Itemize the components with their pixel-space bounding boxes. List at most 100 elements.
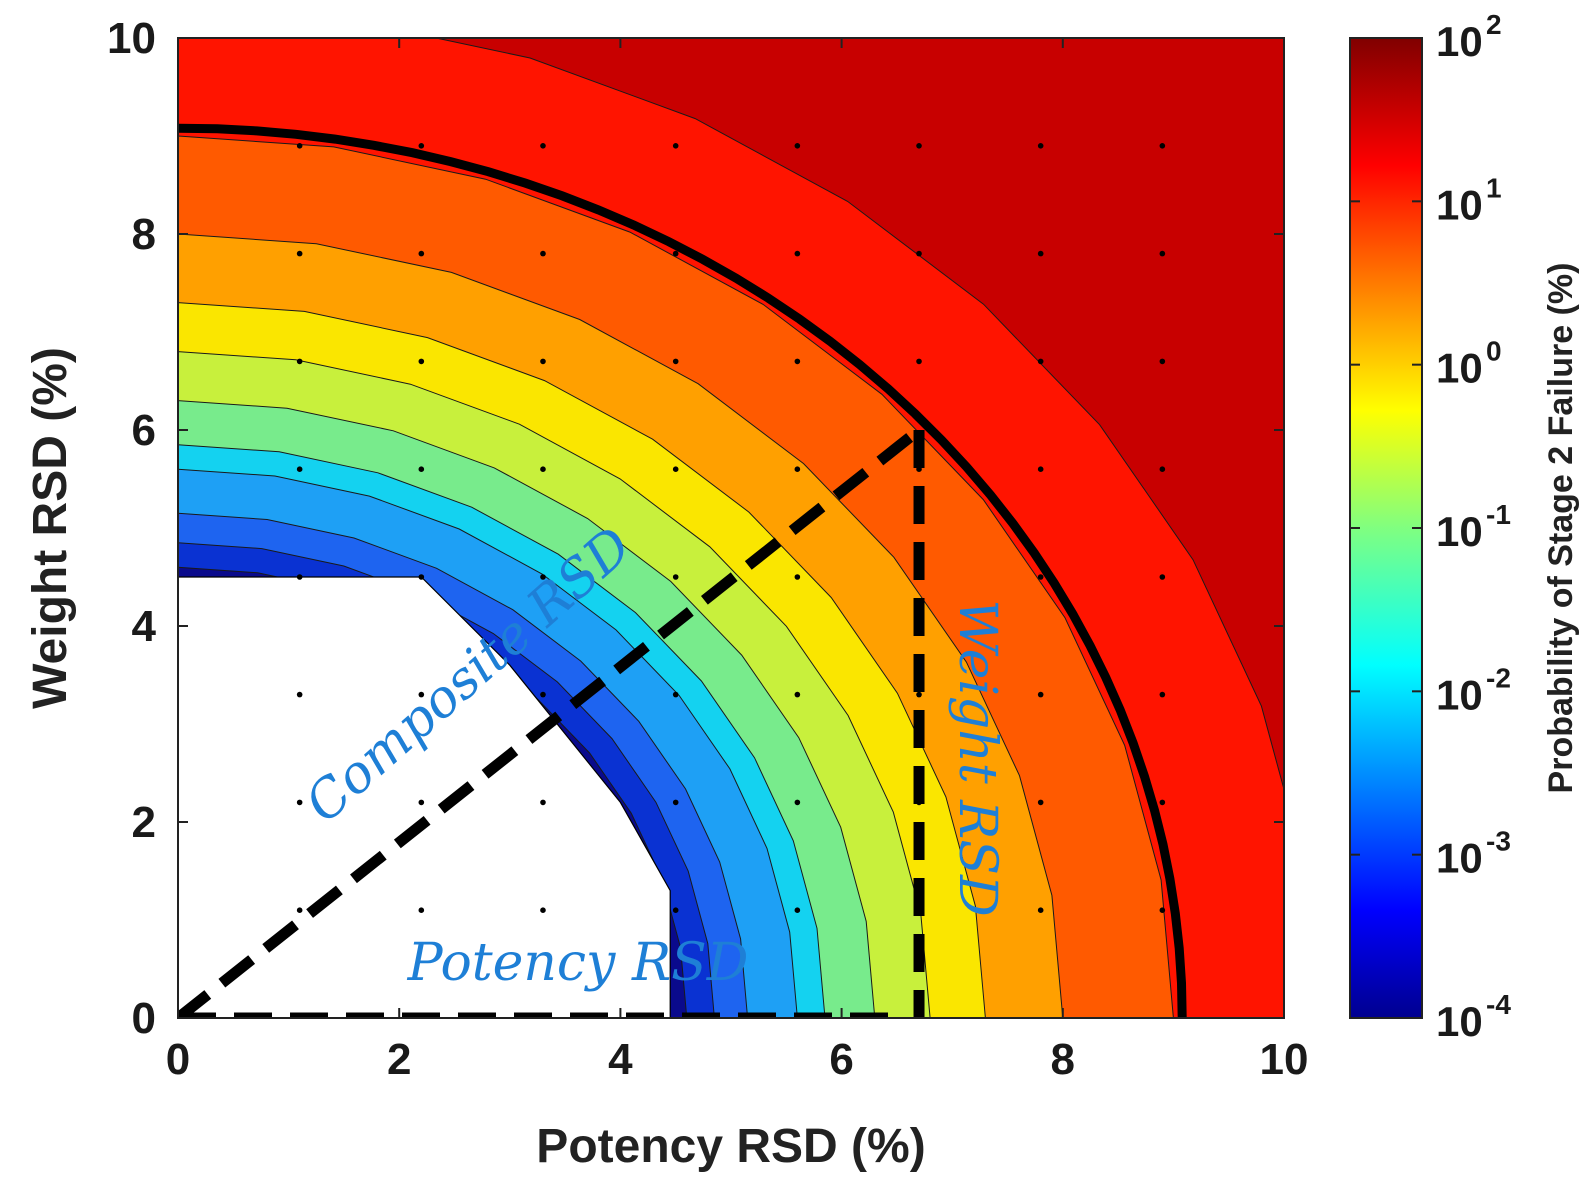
grid-dot (418, 466, 425, 473)
grid-dot (1159, 250, 1166, 257)
grid-dot (418, 691, 425, 698)
colorbar-tick-exponent: -1 (1486, 499, 1511, 530)
grid-dot (672, 143, 679, 149)
colorbar-tick-label: 10 (1436, 508, 1483, 555)
grid-dot (1037, 250, 1044, 257)
grid-dot (1037, 907, 1044, 913)
grid-dot (540, 358, 546, 365)
grid-dot (794, 691, 801, 698)
grid-dot (672, 358, 679, 365)
annotation-potency-rsd: Potency RSD (407, 933, 749, 993)
grid-dot (1159, 799, 1166, 806)
x-tick-label: 4 (608, 1035, 633, 1084)
grid-dot (418, 799, 425, 806)
x-tick-label: 0 (166, 1035, 190, 1084)
grid-dot (672, 907, 679, 913)
colorbar-title: Probability of Stage 2 Failure (%) (1542, 263, 1580, 794)
grid-dot (418, 574, 425, 580)
grid-dot (1037, 574, 1044, 580)
grid-dot (418, 907, 425, 913)
grid-dot (916, 691, 922, 698)
grid-dot (1159, 143, 1166, 149)
grid-dot (672, 574, 679, 580)
dashed-line-composite-rsd (178, 425, 923, 1018)
grid-dot (540, 143, 546, 149)
x-axis-ticks: 0 2 4 6 8 10 (166, 38, 1309, 1084)
grid-dot (540, 907, 546, 913)
grid-dot (794, 799, 801, 806)
grid-dot (1159, 466, 1166, 473)
grid-dot (794, 143, 801, 149)
x-tick-label: 8 (1051, 1035, 1075, 1084)
grid-dot (540, 250, 546, 257)
y-tick-label: 10 (107, 14, 156, 63)
grid-dot (296, 250, 303, 257)
colorbar-tick-label: 10 (1436, 181, 1483, 228)
grid-dot (794, 358, 801, 365)
grid-dot (296, 799, 303, 806)
grid-dot (794, 574, 801, 580)
grid-dot (1037, 466, 1044, 473)
grid-dot (1037, 143, 1044, 149)
grid-dot (1037, 691, 1044, 698)
grid-dot (672, 799, 679, 806)
colorbar-tick-label: 10 (1436, 835, 1483, 882)
colorbar-tick-label: 10 (1436, 671, 1483, 718)
grid-dot (916, 358, 922, 365)
grid-dot (296, 143, 303, 149)
colorbar-tick-label: 10 (1436, 998, 1483, 1045)
grid-dot (1037, 799, 1044, 806)
y-axis-ticks: 0 2 4 6 8 10 (107, 14, 1284, 1043)
grid-dot (794, 250, 801, 257)
grid-dot (916, 250, 922, 257)
plot-frame (177, 37, 1285, 1019)
grid-dot (1037, 358, 1044, 365)
grid-dot (1159, 574, 1166, 580)
grid-dot (672, 250, 679, 257)
grid-dots (296, 143, 1166, 913)
grid-dot (540, 466, 546, 473)
y-tick-label: 2 (132, 798, 156, 847)
grid-dot (418, 250, 425, 257)
x-tick-label: 2 (387, 1035, 411, 1084)
colorbar (1349, 37, 1423, 1019)
threshold-contour-line (178, 123, 1187, 1018)
annotation-weight-rsd: Weight RSD (947, 599, 1007, 916)
x-tick-label: 6 (829, 1035, 853, 1084)
colorbar-tick-exponent: -2 (1486, 662, 1511, 693)
y-tick-label: 8 (132, 210, 156, 259)
colorbar-tick-exponent: 2 (1486, 9, 1502, 40)
colorbar-tick-exponent: 0 (1486, 336, 1502, 367)
colorbar-tick-exponent: 1 (1486, 172, 1502, 203)
plot-area (178, 38, 1284, 1018)
grid-dot (296, 907, 303, 913)
grid-dot (540, 799, 546, 806)
colorbar-tick-exponent: -3 (1486, 826, 1511, 857)
y-axis-title: Weight RSD (%) (24, 347, 77, 709)
colorbar-tick-exponent: -4 (1486, 989, 1511, 1020)
dashed-lines (178, 425, 925, 1018)
grid-dot (540, 691, 546, 698)
grid-dot (540, 574, 546, 580)
grid-dot (296, 574, 303, 580)
colorbar-tick-label: 10 (1436, 345, 1483, 392)
grid-dot (794, 466, 801, 473)
grid-dot (916, 143, 922, 149)
grid-dot (296, 358, 303, 365)
grid-dot (418, 358, 425, 365)
grid-dot (296, 691, 303, 698)
y-tick-label: 4 (132, 602, 157, 651)
x-axis-title: Potency RSD (%) (536, 1120, 925, 1173)
grid-dot (672, 466, 679, 473)
y-tick-label: 0 (132, 994, 156, 1043)
grid-dot (1159, 691, 1166, 698)
grid-dot (296, 466, 303, 473)
no-data-region (178, 576, 671, 1018)
grid-dot (418, 143, 425, 149)
y-tick-label: 6 (132, 406, 156, 455)
grid-dot (1159, 358, 1166, 365)
x-tick-label: 10 (1260, 1035, 1309, 1084)
grid-dot (1159, 907, 1166, 913)
